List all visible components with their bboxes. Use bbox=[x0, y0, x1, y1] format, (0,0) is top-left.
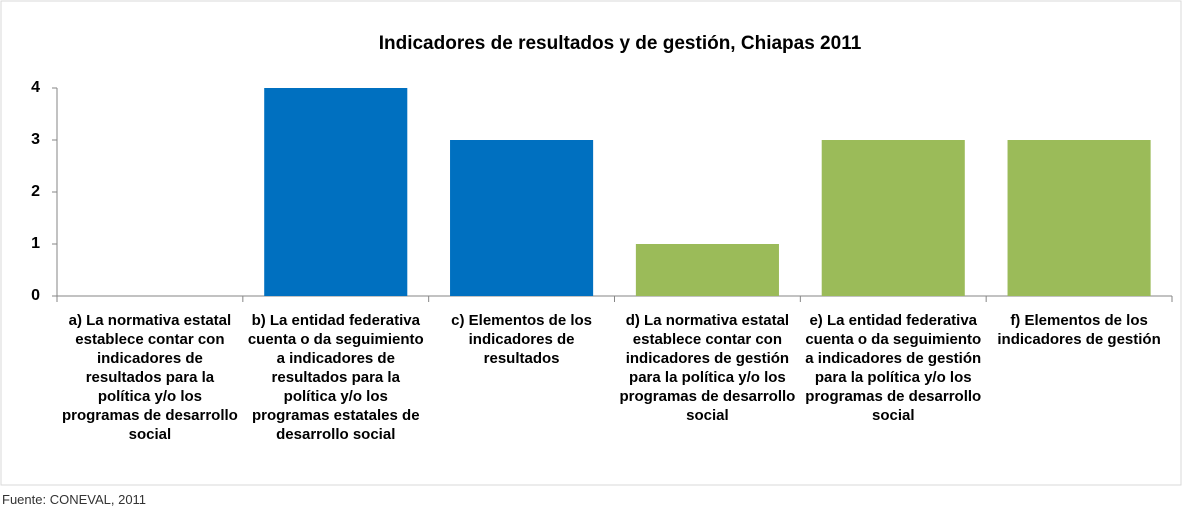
y-tick-label: 3 bbox=[31, 131, 40, 148]
x-tick-label: c) Elementos de los indicadores de resul… bbox=[451, 312, 593, 367]
y-tick-label: 4 bbox=[31, 79, 40, 96]
bar bbox=[635, 244, 779, 296]
y-tick-label: 1 bbox=[31, 235, 40, 252]
x-tick-label: a) La normativa estatal establece contar… bbox=[61, 312, 238, 443]
x-tick-label: e) La entidad federativa cuenta o da seg… bbox=[805, 312, 982, 424]
x-tick-label: f) Elementos de los indicadores de gesti… bbox=[997, 312, 1161, 348]
chart-title: Indicadores de resultados y de gestión, … bbox=[379, 33, 862, 54]
bar bbox=[821, 140, 965, 296]
x-tick-label: b) La entidad federativa cuenta o da seg… bbox=[247, 312, 424, 443]
y-tick-label: 2 bbox=[31, 183, 40, 200]
source-note: Fuente: CONEVAL, 2011 bbox=[2, 492, 147, 507]
bar bbox=[450, 140, 594, 296]
bar bbox=[264, 88, 408, 296]
bar bbox=[1007, 140, 1151, 296]
x-tick-label: d) La normativa estatal establece contar… bbox=[619, 312, 796, 424]
y-tick-label: 0 bbox=[31, 287, 40, 304]
